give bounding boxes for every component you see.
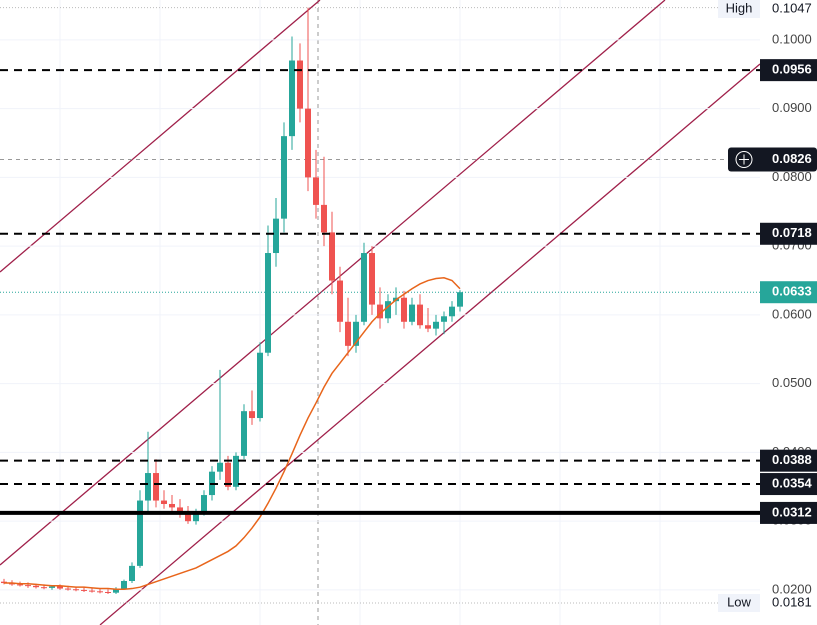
candle-body [289, 60, 295, 137]
crosshair-label-box [728, 147, 817, 172]
y-tick-label: 0.0600 [772, 306, 812, 321]
level-label: 0.0354 [772, 475, 813, 490]
high-name-box [718, 0, 760, 18]
candle-body [57, 586, 63, 589]
level-label: 0.0388 [772, 452, 812, 467]
candle-body [185, 514, 191, 522]
candle-body [33, 585, 39, 588]
candle-body [353, 321, 359, 346]
candle-body [449, 306, 455, 317]
candle-body [81, 589, 87, 591]
moving-average [4, 277, 461, 590]
candle-body [193, 511, 199, 522]
level-label-box [760, 501, 817, 524]
candle-body [417, 304, 423, 326]
low-name-box [718, 593, 760, 612]
candle-body [73, 589, 79, 591]
candle-body [97, 591, 103, 593]
low-value-box [760, 593, 817, 612]
candle-body [241, 411, 247, 456]
low-name: Low [727, 594, 751, 609]
level-label-box [760, 59, 817, 82]
candle-body [169, 503, 175, 508]
y-tick-label: 0.1000 [772, 31, 812, 46]
candle-body [65, 588, 71, 590]
low-value: 0.0181 [772, 594, 812, 609]
level-label-box [760, 222, 817, 245]
candle-body [41, 587, 47, 589]
candle-body [249, 411, 255, 419]
candle-body [137, 500, 143, 566]
level-label-box [760, 473, 817, 496]
candle-body [401, 297, 407, 322]
candle-body [49, 586, 55, 588]
crosshair-add-plus [739, 154, 749, 165]
candle-body [297, 60, 303, 109]
candle-body [201, 495, 207, 512]
y-tick-label: 0.0200 [772, 581, 812, 596]
candle-body [385, 301, 391, 319]
candle-body [161, 500, 167, 504]
candle-body [329, 232, 335, 281]
candle-body [233, 455, 239, 487]
candle-body [441, 316, 447, 322]
candle-body [113, 588, 119, 593]
candle-body [457, 292, 463, 307]
candle-body [225, 462, 231, 487]
level-label: 0.0312 [772, 504, 812, 519]
candle-body [433, 321, 439, 329]
candle-body [121, 580, 127, 589]
candle-body [217, 462, 223, 472]
candle-body [129, 565, 135, 581]
candle-body [377, 304, 383, 319]
y-tick-label: 0.0800 [772, 169, 812, 184]
candle-body [345, 321, 351, 346]
crosshair-add-icon[interactable] [735, 151, 753, 169]
candle-body [361, 253, 367, 322]
candle-body [17, 584, 23, 586]
level-label: 0.0956 [772, 62, 812, 77]
candle-body [89, 590, 95, 592]
high-value: 0.1047 [772, 0, 812, 15]
candle-body [337, 280, 343, 322]
y-tick-label: 0.0500 [772, 375, 812, 390]
candle-body [425, 325, 431, 329]
candle-body [25, 585, 31, 587]
candle-body [305, 108, 311, 178]
level-label: 0.0718 [772, 225, 812, 240]
high-name: High [726, 0, 753, 15]
high-value-box [760, 0, 817, 18]
y-tick-label: 0.0900 [772, 100, 812, 115]
candle-body [321, 204, 327, 233]
candle-body [145, 473, 151, 501]
candle-body [281, 136, 287, 219]
candle-body [369, 253, 375, 305]
candle-body [257, 352, 263, 419]
level-label-box [760, 449, 817, 472]
last-price-box [760, 281, 817, 304]
last-price-label: 0.0633 [772, 284, 812, 299]
candle-body [177, 507, 183, 515]
candle-body [265, 253, 271, 353]
candle-body [409, 304, 415, 322]
candle-body [105, 591, 111, 593]
candle-body [313, 177, 319, 205]
crosshair-label: 0.0826 [772, 151, 812, 166]
candle-body [153, 473, 159, 501]
candle-body [273, 218, 279, 254]
